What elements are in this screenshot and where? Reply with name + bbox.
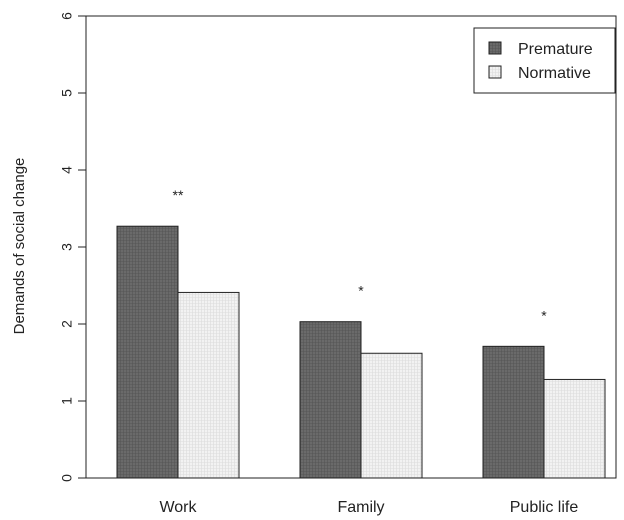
bar-work-normative	[177, 291, 240, 479]
legend-box	[473, 27, 616, 94]
bar-public-life-premature	[482, 345, 545, 479]
x-category-label-family: Family	[337, 499, 384, 516]
y-tick-label-3: 3	[59, 243, 75, 251]
significance-marker-work: **	[173, 187, 184, 203]
y-tick-label-5: 5	[59, 89, 75, 97]
bar-family-normative	[360, 352, 423, 479]
y-tick-label-6: 6	[59, 12, 75, 20]
legend-swatch-premature	[488, 41, 502, 55]
y-axis-label: Demands of social change	[11, 158, 28, 335]
significance-marker-family: *	[358, 283, 364, 299]
legend: Premature Normative	[473, 27, 616, 94]
legend-swatch-normative	[488, 65, 502, 79]
legend-label-normative: Normative	[518, 65, 591, 82]
bar-work-premature	[116, 225, 179, 479]
x-axis-category-labels: Work Family Public life	[159, 499, 578, 516]
significance-marker-public-life: *	[541, 307, 547, 323]
x-category-label-work: Work	[159, 499, 197, 516]
significance-markers: ****	[173, 187, 548, 323]
x-category-label-public-life: Public life	[510, 499, 579, 516]
y-axis: 0 1 2 3 4 5 6	[59, 12, 86, 482]
y-tick-label-2: 2	[59, 320, 75, 328]
bars-group	[116, 225, 606, 479]
y-tick-label-0: 0	[59, 474, 75, 482]
y-tick-label-4: 4	[59, 166, 75, 174]
bar-family-premature	[299, 321, 362, 479]
bar-public-life-normative	[543, 378, 606, 479]
y-tick-label-1: 1	[59, 397, 75, 405]
legend-label-premature: Premature	[518, 41, 593, 58]
